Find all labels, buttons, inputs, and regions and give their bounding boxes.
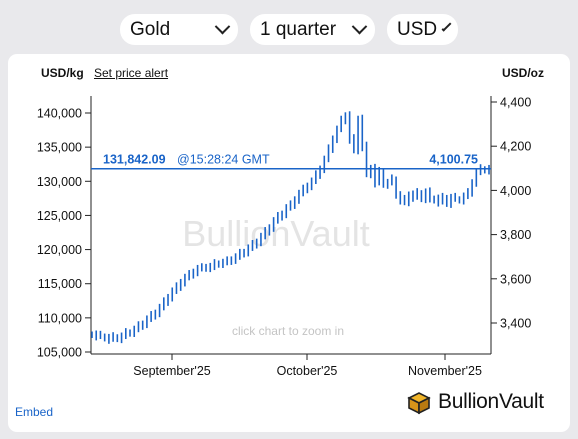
chart-controls: Gold 1 quarter USD [0,14,578,45]
x-axis: September'25 October'25 November'25 [91,353,491,378]
right-tick-label: 4,400 [500,96,531,110]
current-price-time: @15:28:24 GMT [177,153,270,167]
left-tick-label: 130,000 [37,175,82,189]
right-tick-label: 3,800 [500,228,531,242]
currency-select[interactable]: USD [387,14,458,45]
right-tick-label: 4,000 [500,184,531,198]
chevron-down-icon [351,18,368,35]
embed-link[interactable]: Embed [15,405,54,419]
right-tick-label: 4,200 [500,140,531,154]
gold-bar-icon [407,392,431,415]
brand-name: BullionVault [438,390,544,413]
set-price-alert-link[interactable]: Set price alert [94,66,169,80]
chevron-down-icon [441,21,452,32]
x-tick-label: September'25 [133,364,210,378]
right-y-axis: 3,400 3,600 3,800 4,000 4,200 4,400 [490,96,531,354]
left-tick-label: 105,000 [37,346,82,360]
zoom-hint: click chart to zoom in [232,324,344,338]
right-tick-label: 3,400 [500,317,531,331]
right-tick-label: 3,600 [500,272,531,286]
left-tick-label: 135,000 [37,141,82,155]
bullionvault-logo[interactable]: BullionVault [406,389,544,415]
price-chart[interactable]: BullionVault click chart to zoom in 105,… [8,54,570,394]
chart-card: USD/kg Set price alert USD/oz BullionVau… [8,54,570,432]
x-tick-label: October'25 [277,364,338,378]
x-tick-label: November'25 [408,364,482,378]
current-price-line: 131,842.09 @15:28:24 GMT 4,100.75 [91,153,491,170]
left-y-axis: 105,000 110,000 115,000 120,000 125,000 130,0… [37,96,92,360]
price-series [91,111,490,344]
current-price-oz: 4,100.75 [429,153,478,167]
left-tick-label: 125,000 [37,209,82,223]
metal-select[interactable]: Gold [120,14,238,45]
currency-select-value: USD [397,18,438,40]
watermark: BullionVault [182,213,369,254]
left-tick-label: 120,000 [37,243,82,257]
left-axis-unit: USD/kg [41,66,84,80]
current-price-kg: 131,842.09 [103,153,166,167]
period-select[interactable]: 1 quarter [250,14,375,45]
right-axis-unit: USD/oz [502,66,544,80]
period-select-value: 1 quarter [260,18,337,40]
left-tick-label: 140,000 [37,107,82,121]
metal-select-value: Gold [130,18,171,40]
left-tick-label: 110,000 [38,311,82,325]
chevron-down-icon [214,18,231,35]
left-tick-label: 115,000 [38,277,82,291]
